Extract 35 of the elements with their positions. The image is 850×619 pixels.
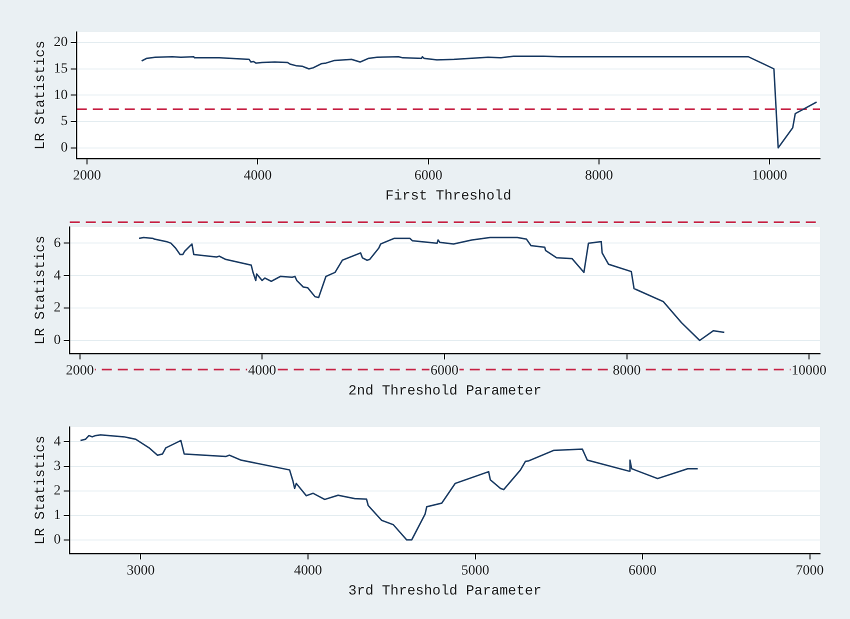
y-tick-label: 10 <box>54 88 68 103</box>
y-tick-label: 4 <box>54 268 61 284</box>
y-tick-label: 5 <box>60 114 68 130</box>
y-tick-label: 15 <box>54 62 68 77</box>
y-tick-label: 2 <box>54 300 61 316</box>
x-tick-label: 4000 <box>294 563 322 578</box>
x-tick-label: 7000 <box>796 563 824 578</box>
x-tick-label: 2000 <box>73 168 102 184</box>
y-tick-label: 3 <box>54 458 61 474</box>
y-axis-title: LR Statistics <box>33 436 50 545</box>
y-tick-label: 4 <box>54 434 61 450</box>
x-tick-label: 6000 <box>414 168 442 184</box>
x-tick-label: 2000 <box>66 363 94 378</box>
x-tick-label: 10000 <box>752 168 788 184</box>
y-tick-label: 2 <box>54 483 61 498</box>
x-axis-title: 3rd Threshold Parameter <box>348 583 542 600</box>
x-tick-label: 5000 <box>461 563 490 578</box>
x-axis-title: 2nd Threshold Parameter <box>348 383 542 400</box>
y-tick-label: 6 <box>54 236 61 251</box>
y-tick-label: 0 <box>54 532 61 548</box>
x-tick-label: 4000 <box>244 168 272 184</box>
y-tick-label: 0 <box>60 140 68 156</box>
x-tick-label: 6000 <box>628 563 657 578</box>
x-axis-title: First Threshold <box>385 188 512 204</box>
x-tick-label: 4000 <box>248 363 276 378</box>
y-axis-title: LR Statistics <box>33 40 50 150</box>
x-tick-label: 10000 <box>792 363 827 378</box>
y-tick-label: 0 <box>54 333 61 348</box>
y-tick-label: 1 <box>54 508 61 524</box>
x-tick-label: 6000 <box>430 363 458 378</box>
y-tick-label: 20 <box>54 35 68 50</box>
x-tick-label: 8000 <box>612 363 641 378</box>
x-tick-label: 3000 <box>126 563 155 578</box>
x-tick-label: 8000 <box>585 168 614 184</box>
y-axis-title: LR Statistics <box>33 236 50 345</box>
